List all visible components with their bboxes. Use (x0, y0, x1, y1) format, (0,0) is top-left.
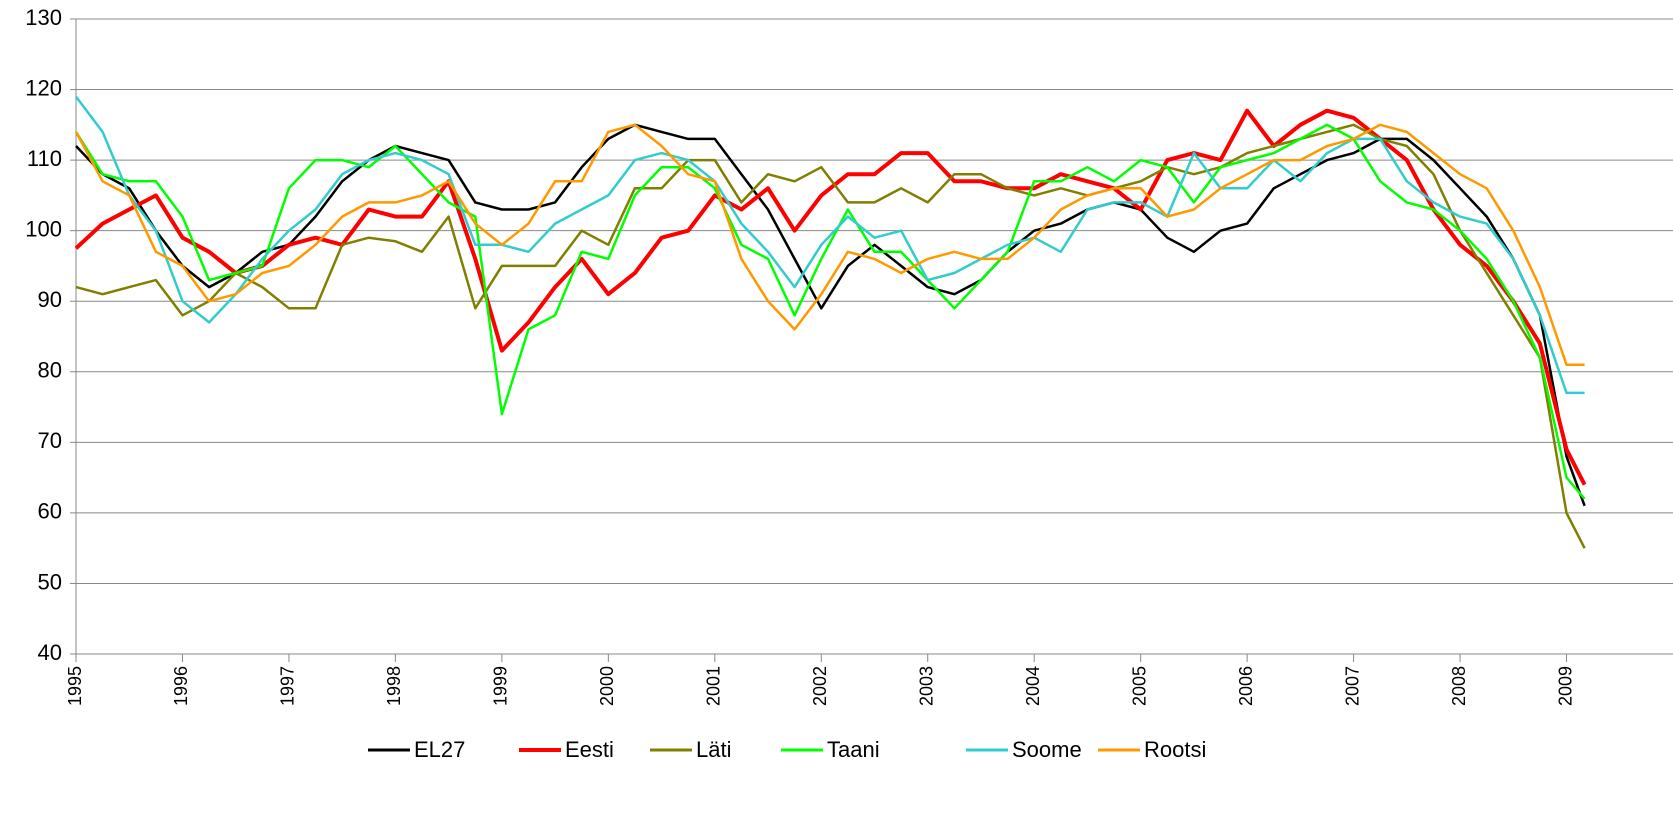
x-tick-label: 2000 (597, 666, 617, 706)
x-tick-label: 2007 (1342, 666, 1362, 706)
x-tick-label: 2003 (916, 666, 936, 706)
x-tick-label: 1999 (491, 666, 511, 706)
x-tick-label: 1996 (171, 666, 191, 706)
x-tick-label: 2004 (1023, 666, 1043, 706)
series-line (75, 95, 1585, 395)
legend-label: Soome (1012, 737, 1082, 762)
x-tick-label: 2009 (1555, 666, 1575, 706)
x-tick-label: 2002 (810, 666, 830, 706)
y-tick-label: 120 (25, 75, 62, 100)
series-line (74, 123, 1586, 500)
legend-label: Rootsi (1144, 737, 1206, 762)
y-tick-label: 60 (38, 499, 62, 524)
x-tick-label: 2008 (1449, 666, 1469, 706)
series-line (75, 123, 1586, 507)
y-tick-label: 110 (27, 146, 62, 171)
series-line (74, 108, 1587, 486)
y-tick-label: 40 (38, 640, 62, 665)
series-line (74, 123, 1585, 366)
x-tick-label: 1998 (384, 666, 404, 706)
y-tick-label: 130 (25, 5, 62, 30)
x-tick-label: 2005 (1129, 666, 1149, 706)
y-tick-label: 100 (25, 216, 62, 241)
series-line (75, 123, 1586, 549)
y-tick-label: 80 (38, 358, 62, 383)
x-tick-label: 2006 (1236, 666, 1256, 706)
x-tick-label: 1997 (278, 666, 298, 706)
legend-label: Eesti (565, 737, 614, 762)
y-tick-label: 70 (38, 428, 62, 453)
x-tick-label: 1995 (65, 666, 85, 706)
legend-label: Läti (696, 737, 731, 762)
y-tick-label: 90 (38, 287, 62, 312)
x-tick-label: 2001 (704, 666, 724, 706)
legend-label: Taani (827, 737, 880, 762)
y-tick-label: 50 (38, 569, 62, 594)
legend-label: EL27 (414, 737, 465, 762)
